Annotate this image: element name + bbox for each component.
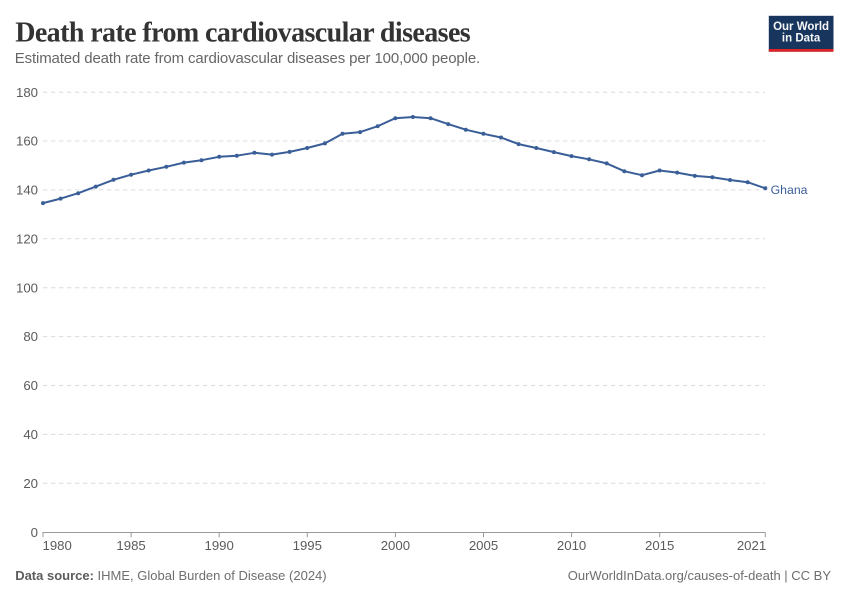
svg-text:1980: 1980 <box>43 538 72 553</box>
svg-text:120: 120 <box>16 231 38 246</box>
svg-text:1990: 1990 <box>205 538 234 553</box>
svg-text:2010: 2010 <box>557 538 586 553</box>
svg-text:80: 80 <box>23 329 38 344</box>
svg-text:1985: 1985 <box>116 538 145 553</box>
svg-text:100: 100 <box>16 280 38 295</box>
svg-text:Estimated death rate from card: Estimated death rate from cardiovascular… <box>15 50 481 67</box>
svg-text:140: 140 <box>16 183 38 198</box>
svg-text:2021: 2021 <box>737 538 766 553</box>
svg-text:20: 20 <box>23 476 38 491</box>
svg-text:2005: 2005 <box>469 538 498 553</box>
svg-text:2015: 2015 <box>645 538 674 553</box>
svg-text:2000: 2000 <box>381 538 410 553</box>
svg-text:OurWorldInData.org/causes-of-d: OurWorldInData.org/causes-of-death | CC … <box>568 568 832 583</box>
svg-text:Data source: IHME, Global Burd: Data source: IHME, Global Burden of Dise… <box>15 568 326 583</box>
svg-text:in Data: in Data <box>782 32 821 44</box>
svg-text:1995: 1995 <box>293 538 322 553</box>
svg-text:Our World: Our World <box>773 21 829 33</box>
svg-text:160: 160 <box>16 134 38 149</box>
svg-text:0: 0 <box>31 525 38 540</box>
svg-text:60: 60 <box>23 378 38 393</box>
svg-text:Death rate from cardiovascular: Death rate from cardiovascular diseases <box>15 18 471 49</box>
svg-text:40: 40 <box>23 427 38 442</box>
svg-text:Ghana: Ghana <box>771 183 808 197</box>
svg-text:180: 180 <box>16 85 38 100</box>
